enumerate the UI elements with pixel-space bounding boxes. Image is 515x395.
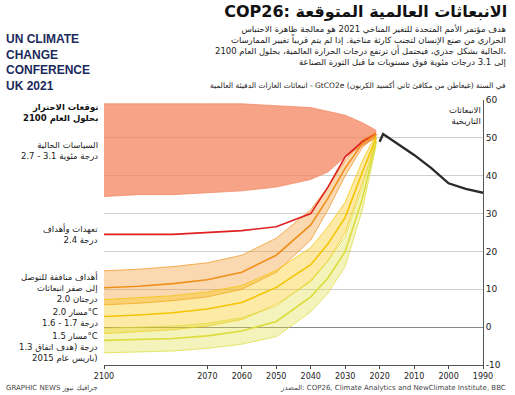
svg-text:السياسات الحالية2.7 - 3.1 درجة: السياسات الحالية2.7 - 3.1 درجة مئوية — [21, 140, 98, 161]
svg-text:تعهدات وأهداف2.4 درجة: تعهدات وأهداف2.4 درجة — [43, 223, 98, 245]
svg-text:20: 20 — [486, 247, 498, 257]
svg-text:2050: 2050 — [266, 372, 286, 381]
svg-text:انبعاثات الغازات الدفيئة العال: انبعاثات الغازات الدفيئة العالمية - GtCO… — [210, 80, 506, 90]
svg-text:2010: 2010 — [404, 372, 424, 381]
svg-text:GRAPHIC NEWS جرافيك نيوز: GRAPHIC NEWS جرافيك نيوز — [6, 384, 98, 392]
svg-text:2000: 2000 — [438, 372, 458, 381]
svg-text:50: 50 — [486, 133, 498, 143]
svg-text:60: 60 — [486, 95, 498, 105]
svg-text:2040: 2040 — [301, 372, 321, 381]
svg-text:2100: 2100 — [94, 372, 114, 381]
svg-text:المصدر: COP26, Climate Analyti: المصدر: COP26, Climate Analytics and New… — [280, 384, 506, 392]
svg-text:توقعات الاحتراربحلول العام 210: توقعات الاحتراربحلول العام 2100 — [23, 102, 98, 124]
svg-text:UN CLIMATECHANGECONFERENCEUK 2: UN CLIMATECHANGECONFERENCEUK 2021 — [6, 32, 90, 93]
svg-text:COP26: الانبعاثات العالمية الم: COP26: الانبعاثات العالمية المتوقعة — [224, 2, 507, 21]
svg-text:2070: 2070 — [197, 372, 217, 381]
svg-text:هدف مؤتمر الأمم المتحدة للتغير: هدف مؤتمر الأمم المتحدة للتغير المناخي 2… — [215, 24, 506, 68]
svg-text:-10: -10 — [486, 360, 501, 370]
svg-text:أهداف منافقة للتوصلإلى صفر انب: أهداف منافقة للتوصلإلى صفر انبعاثات2.0 د… — [21, 271, 98, 304]
svg-text:0: 0 — [486, 322, 492, 332]
svg-text:الانبعاثاتالتاريخية: الانبعاثاتالتاريخية — [449, 105, 481, 126]
svg-text:30: 30 — [486, 209, 498, 219]
svg-text:2060: 2060 — [232, 372, 252, 381]
svg-text:2020: 2020 — [369, 372, 389, 381]
svg-text:1990: 1990 — [473, 372, 493, 381]
svg-text:2030: 2030 — [335, 372, 355, 381]
svg-text:40: 40 — [486, 171, 498, 181]
svg-text:مسار 1.5°C1.3 درجة (هدف اتفاقب: مسار 1.5°C1.3 درجة (هدف اتفاقباريس عام 2… — [19, 331, 98, 363]
svg-text:10: 10 — [486, 284, 498, 294]
svg-text:مسار 2.0°C1.6 - 1.7 درجة: مسار 2.0°C1.6 - 1.7 درجة — [42, 307, 98, 328]
